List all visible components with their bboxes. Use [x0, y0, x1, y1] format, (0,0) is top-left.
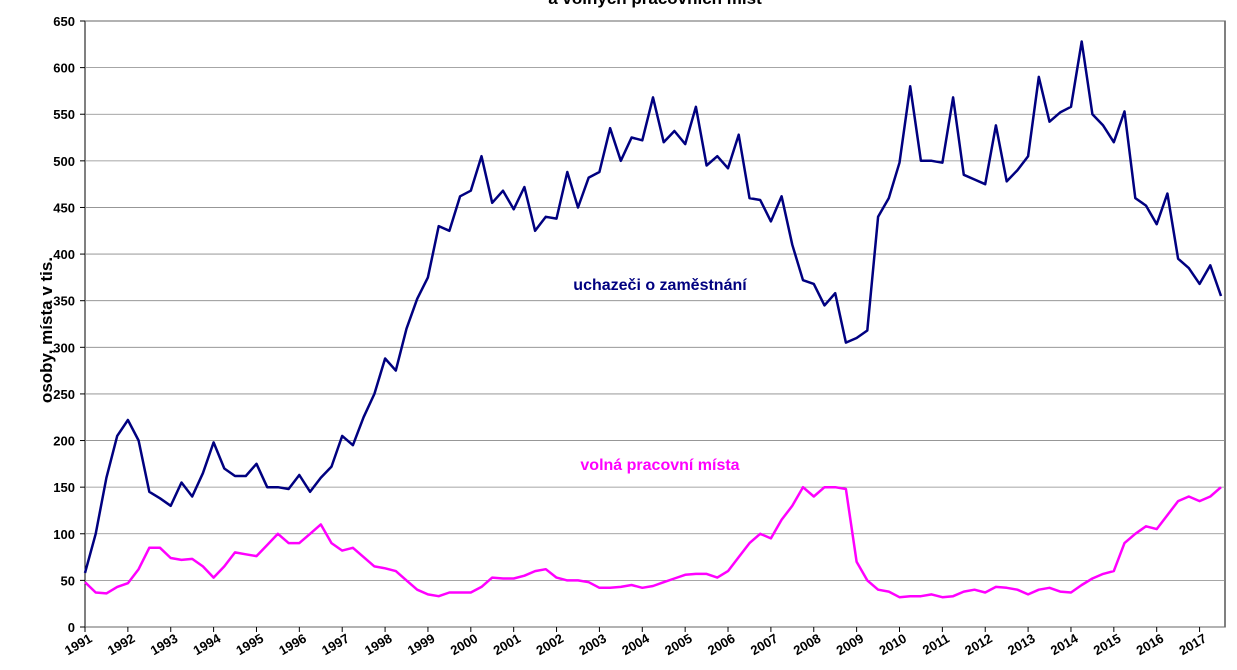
y-tick-label: 400 — [53, 247, 75, 262]
x-tick-label: 2012 — [962, 631, 995, 658]
series-annotation: uchazeči o zaměstnání — [573, 277, 747, 294]
x-tick-label: 2004 — [619, 630, 652, 658]
x-tick-label: 2003 — [576, 631, 609, 658]
x-tick-label: 2013 — [1005, 631, 1038, 658]
y-axis-label: osoby, místa v tis. — [37, 257, 56, 403]
x-tick-label: 2015 — [1091, 631, 1124, 658]
x-tick-label: 1997 — [319, 631, 352, 658]
series-annotation: volná pracovní místa — [580, 457, 739, 474]
plot-area — [84, 20, 1226, 628]
x-tick-label: 2010 — [876, 631, 909, 658]
x-tick-label: 1995 — [233, 631, 266, 658]
x-tick-label: 1999 — [405, 631, 438, 658]
x-tick-label: 2008 — [791, 631, 824, 658]
x-tick-label: 1992 — [105, 631, 138, 658]
x-tick-label: 2001 — [491, 631, 524, 658]
y-tick-label: 0 — [68, 620, 75, 635]
x-tick-label: 2002 — [534, 631, 567, 658]
y-tick-label: 50 — [61, 573, 75, 588]
x-tick-label: 1998 — [362, 631, 395, 658]
x-tick-label: 2011 — [920, 631, 952, 658]
y-tick-label: 250 — [53, 387, 75, 402]
x-tick-label: 2005 — [662, 631, 695, 658]
y-tick-label: 550 — [53, 107, 75, 122]
x-tick-label: 1996 — [276, 631, 309, 658]
y-tick-label: 300 — [53, 340, 75, 355]
x-tick-label: 2016 — [1134, 631, 1167, 658]
line-series — [83, 40, 1223, 574]
chart-title: a volných pracovních míst — [548, 0, 762, 8]
x-tick-label: 2007 — [748, 631, 781, 658]
y-tick-label: 600 — [53, 61, 75, 76]
x-tick-label: 2017 — [1177, 631, 1210, 658]
y-tick-label: 200 — [53, 434, 75, 449]
x-tick-label: 2009 — [834, 631, 867, 658]
x-tick-label: 2006 — [705, 631, 738, 658]
y-tick-label: 350 — [53, 294, 75, 309]
y-tick-label: 500 — [53, 154, 75, 169]
y-tick-label: 650 — [53, 14, 75, 29]
y-tick-label: 150 — [53, 480, 75, 495]
x-tick-label: 2000 — [448, 631, 481, 658]
y-tick-label: 450 — [53, 200, 75, 215]
line-series — [84, 485, 1222, 599]
x-tick-label: 1993 — [148, 631, 181, 658]
y-tick-label: 100 — [53, 527, 75, 542]
x-tick-label: 1994 — [191, 630, 224, 658]
x-tick-label: 2014 — [1048, 630, 1081, 658]
